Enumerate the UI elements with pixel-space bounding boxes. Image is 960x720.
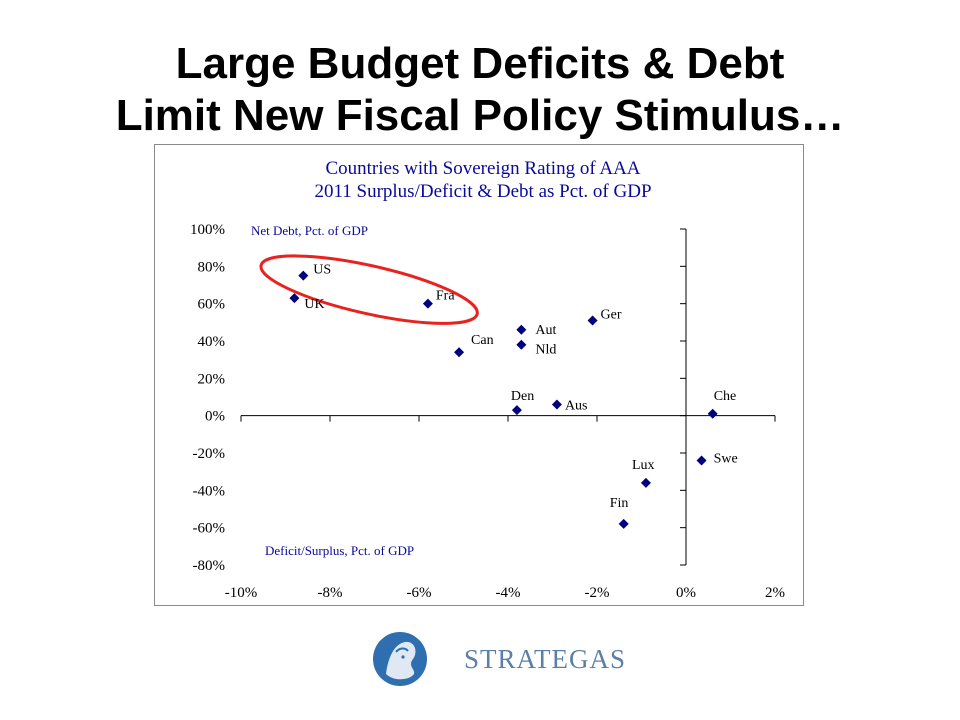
slide-title-line-1: Large Budget Deficits & Debt [175,39,785,88]
y-tick-label: 60% [198,297,226,313]
data-point-aut [516,324,527,335]
y-tick-label: 0% [205,409,225,425]
data-point-che [707,408,718,419]
data-label-aus: Aus [565,398,588,413]
x-tick-label: -2% [585,585,610,601]
scatter-chart: Countries with Sovereign Rating of AAA 2… [190,158,785,601]
chart-title: Countries with Sovereign Rating of AAA [325,158,640,179]
y-tick-label: -40% [193,483,226,499]
x-tick-label: -6% [407,585,432,601]
points-layer: US UK Fra Can Aut Nld Ger Den Aus Che Swe Lux Fin [289,263,738,529]
slide-title-line-2: Limit New Fiscal Policy Stimulus… [115,91,845,140]
data-label-can: Can [471,333,494,348]
slide-title: Large Budget Deficits & Debt Limit New F… [0,38,960,142]
data-label-us: US [313,263,331,278]
y-tick-label: -60% [193,521,226,537]
data-point-fra [422,298,433,309]
y-tick-label: 20% [198,371,226,387]
data-label-lux: Lux [632,458,655,473]
y-tick-label: 40% [198,334,226,350]
chart-subtitle: 2011 Surplus/Deficit & Debt as Pct. of G… [314,181,651,202]
highlight-ellipse [259,254,479,325]
y-tick-label: 100% [190,222,225,238]
data-point-ger [587,315,598,326]
y-tick-label: -20% [193,446,226,462]
data-label-che: Che [714,389,737,404]
data-point-swe [696,455,707,466]
x-tick-label: -8% [318,585,343,601]
data-point-fin [618,518,629,529]
chart-frame: Countries with Sovereign Rating of AAA 2… [154,144,804,606]
data-point-can [454,347,465,358]
x-tick-label: 2% [765,585,785,601]
data-label-ger: Ger [601,307,622,322]
y-tick-label: 80% [198,259,226,275]
data-point-den [511,405,522,416]
x-tick-label: -4% [496,585,521,601]
axes-layer: 100% 80% 60% 40% 20% 0% -20% -40% -60% -80% -10% -8… [190,222,785,601]
data-point-uk [289,293,300,304]
highlight-layer [259,254,479,325]
strategas-logo: STRATEGAS [372,628,625,690]
y-tick-label: -80% [193,558,226,574]
data-point-lux [640,477,651,488]
data-point-nld [516,339,527,350]
data-label-nld: Nld [535,343,556,358]
data-label-den: Den [511,389,534,404]
data-label-aut: Aut [535,323,556,338]
data-label-uk: UK [304,297,324,312]
data-label-fin: Fin [610,496,629,511]
data-label-fra: Fra [436,289,455,304]
data-label-swe: Swe [714,451,738,466]
logo-text: STRATEGAS [464,644,627,674]
data-point-us [298,270,309,281]
x-tick-label: -10% [225,585,258,601]
y-axis-label: Net Debt, Pct. of GDP [251,223,368,238]
data-point-aus [551,399,562,410]
x-axis-label: Deficit/Surplus, Pct. of GDP [265,543,414,558]
logo-emblem-icon [373,632,427,686]
x-tick-label: 0% [676,585,696,601]
